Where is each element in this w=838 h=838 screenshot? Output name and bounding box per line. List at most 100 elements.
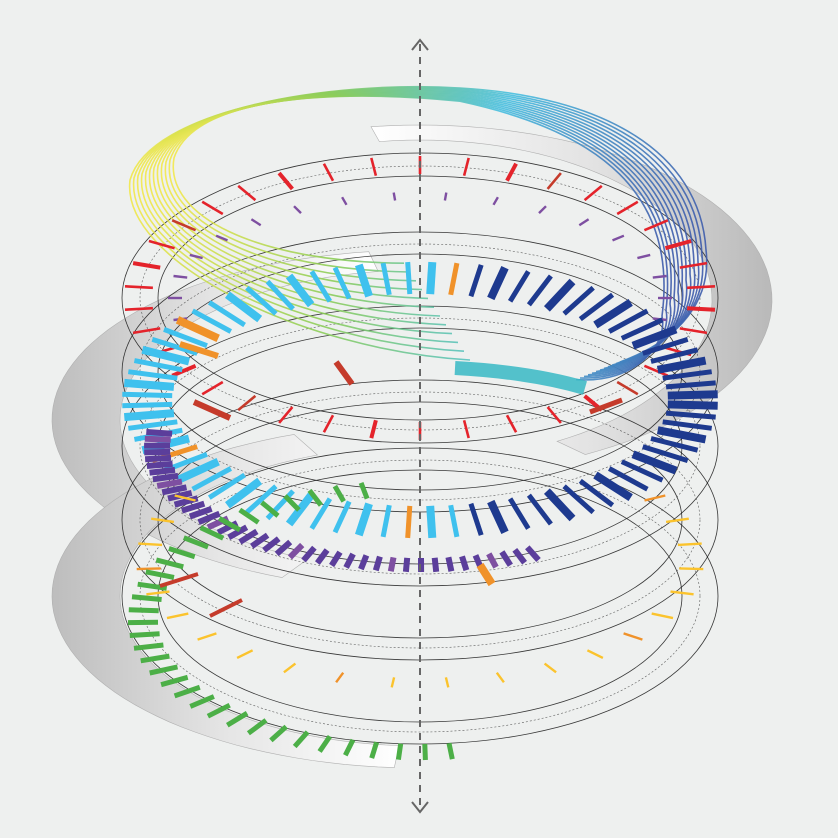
tick-cyan [662, 369, 713, 381]
tick-cyan [620, 317, 664, 341]
tick-green [140, 653, 170, 664]
tick-yellow [166, 612, 189, 620]
tick-cyan [309, 270, 333, 303]
tick-yellow [138, 542, 163, 547]
flow-strand [152, 91, 684, 373]
tick-red [201, 380, 224, 396]
tick-green [269, 724, 288, 743]
tick-cyan [224, 477, 263, 509]
tick-cyan [656, 356, 707, 374]
tick-green [343, 738, 356, 757]
tick-cyan [656, 426, 707, 444]
tick-purple [578, 218, 590, 227]
tick-green [128, 607, 159, 614]
ribbon-band [51, 434, 400, 768]
tick-violet [238, 528, 259, 545]
tick-cyan [507, 270, 531, 303]
tick-cyan [354, 502, 373, 537]
tick-yellow [670, 590, 694, 596]
tick-cyan [122, 401, 173, 409]
tick-cyan [543, 488, 576, 522]
tick-cyan [354, 263, 373, 298]
tick-purple [189, 253, 203, 260]
tick-cyan [426, 261, 437, 295]
tick-green [283, 494, 301, 512]
tick-cyan [405, 261, 413, 295]
tick-red [643, 219, 669, 232]
tick-green [332, 484, 346, 503]
tick-yellow [146, 590, 170, 596]
tick-violet [146, 460, 173, 469]
tick-cyan [468, 502, 484, 536]
tick-violet [197, 510, 221, 525]
tick-violet [249, 532, 270, 549]
tick-violet [402, 557, 411, 573]
tick-purple [652, 274, 667, 279]
tick-green [446, 742, 455, 760]
tick-violet [287, 542, 305, 560]
tick-violet [274, 539, 293, 557]
tick-cyan [526, 493, 553, 526]
tick-green [307, 488, 323, 507]
tick-cyan [151, 337, 198, 356]
flow-strand [148, 90, 688, 371]
tick-yellow [236, 649, 254, 659]
tick-violet [486, 552, 499, 569]
tick-yellow [543, 662, 557, 674]
tick-cyan [650, 347, 699, 364]
tick-violet [161, 484, 188, 496]
tick-green [226, 711, 249, 728]
tick-cyan [620, 459, 664, 483]
tick-cyan [526, 274, 553, 307]
tick-cyan [309, 497, 333, 530]
tick-accent [333, 360, 355, 386]
tick-yellow [390, 677, 396, 688]
tick-red [277, 171, 294, 191]
tick-purple [443, 192, 448, 201]
tick-violet [180, 500, 206, 514]
tick-cyan [332, 266, 352, 300]
tick-red [237, 184, 257, 202]
tick-cyan [608, 308, 649, 334]
tick-cyan [123, 409, 175, 422]
tick-violet [144, 435, 171, 443]
tick-red [237, 394, 257, 412]
tick-violet [262, 536, 281, 553]
tick-accent [192, 399, 232, 421]
tick-cyan [593, 299, 633, 329]
tick-red [171, 219, 197, 232]
tick-cyan [265, 279, 295, 311]
tick-green [395, 743, 404, 760]
tick-purple [215, 234, 228, 242]
tick-yellow [283, 662, 297, 674]
tick-cyan [507, 497, 531, 530]
tick-green [218, 516, 242, 533]
axis-arrow-up [411, 38, 429, 51]
tick-violet [188, 505, 213, 520]
tick-violet [144, 454, 172, 463]
tick-accent [209, 598, 243, 618]
tick-cyan [608, 466, 649, 492]
tick-violet [329, 550, 343, 568]
tick-purple [173, 274, 188, 279]
tick-cyan [487, 499, 509, 534]
tick-red [505, 162, 518, 182]
tick-cyan [332, 500, 352, 534]
tick-cyan [662, 419, 713, 431]
tick-yellow [651, 612, 674, 620]
tick-cyan [127, 419, 178, 431]
tick-yellow [586, 649, 604, 659]
tick-green [317, 734, 332, 753]
tick-cyan [245, 285, 278, 316]
tick-violet [445, 556, 455, 572]
tick-green [199, 525, 225, 541]
tick-red [132, 327, 161, 335]
tick-violet [431, 557, 440, 573]
tick-purple [293, 205, 302, 214]
tick-cyan [543, 278, 576, 312]
tick-yellow [151, 517, 175, 524]
tick-red [583, 184, 603, 202]
tick-cyan [468, 264, 484, 298]
tick-violet [144, 448, 171, 456]
tick-cyan [578, 292, 615, 322]
